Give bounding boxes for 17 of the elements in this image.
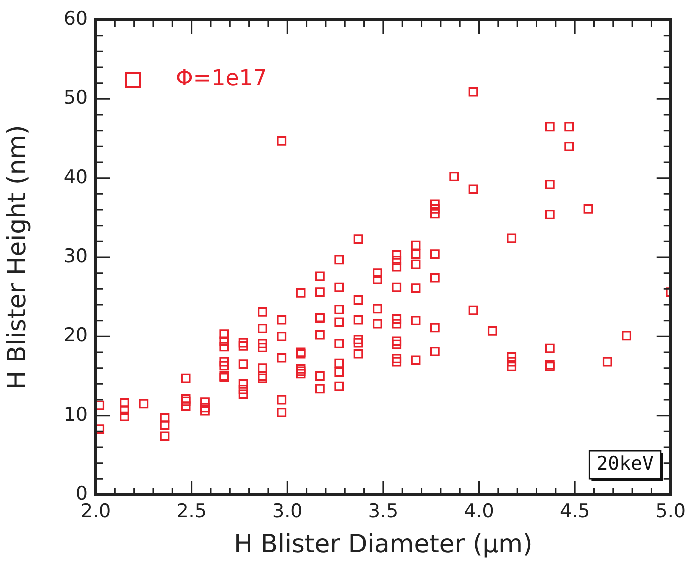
x-tick-label: 2.5 [176,500,207,522]
x-tick-label: 5.0 [656,500,686,522]
y-tick-label: 40 [64,166,88,188]
x-tick-label: 4.0 [464,500,494,522]
x-tick-label: 4.5 [560,500,590,522]
y-axis-title: H Blister Height (nm) [2,125,32,390]
y-tick-label: 10 [64,404,88,426]
x-tick-label: 3.5 [368,500,399,522]
legend-label: Φ=1e17 [176,66,268,92]
x-tick-label: 3.0 [272,500,303,522]
y-tick-label: 20 [64,324,88,347]
y-tick-label: 60 [64,8,88,30]
x-axis-title: H Blister Diameter (μm) [234,530,533,558]
x-tick-label: 2.0 [80,500,112,522]
y-tick-label: 30 [64,245,88,268]
annotation: 20keV [596,452,654,475]
y-tick-label: 50 [64,87,88,110]
